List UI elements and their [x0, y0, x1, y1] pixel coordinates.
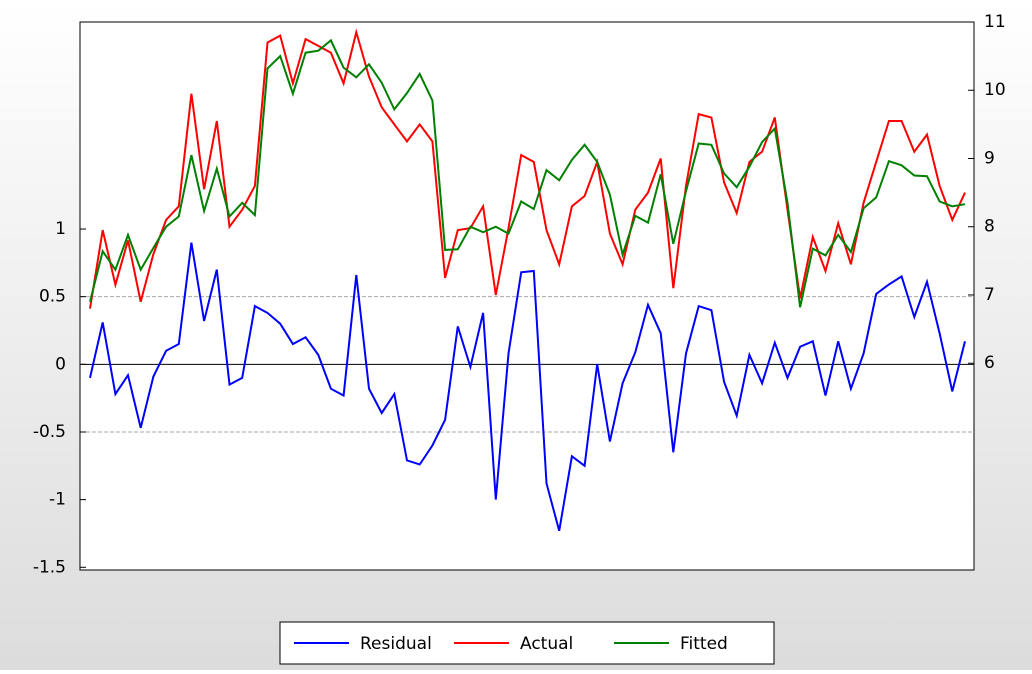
y-tick-label: 0.5 — [39, 287, 66, 307]
legend — [279, 621, 775, 665]
legend-label: Fitted — [680, 634, 728, 654]
y-tick-label: -0.5 — [33, 422, 66, 442]
series-line — [89, 28, 966, 309]
plot-area — [79, 21, 975, 571]
legend-label: Actual — [520, 634, 573, 654]
y2-tick-label: 8 — [984, 217, 995, 237]
y2-tick-label: 11 — [984, 12, 1006, 32]
y-tick-label: 0 — [55, 354, 66, 374]
y2-tick-label: 9 — [984, 148, 995, 168]
y-tick-label: 1 — [55, 219, 66, 239]
series-line — [89, 242, 966, 532]
series-line — [89, 38, 966, 308]
legend-label: Residual — [360, 634, 432, 654]
y-tick-label: -1.5 — [33, 557, 66, 577]
y2-tick-label: 6 — [984, 353, 995, 373]
y2-tick-label: 7 — [984, 285, 995, 305]
y-tick-label: -1 — [49, 490, 66, 510]
y2-tick-label: 10 — [984, 80, 1006, 100]
